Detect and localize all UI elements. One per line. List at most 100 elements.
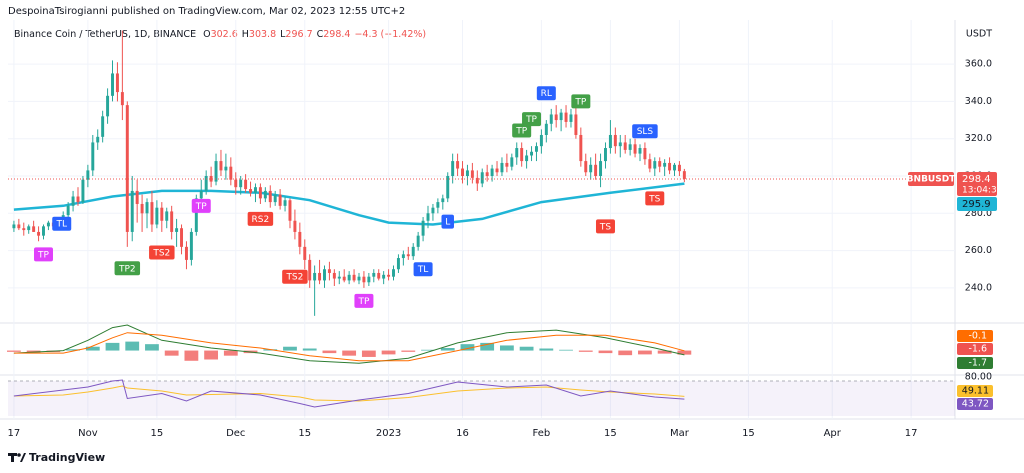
rsi-ma-line	[13, 385, 685, 402]
candle-body	[155, 207, 159, 225]
candle-body	[406, 254, 410, 257]
candle-body	[81, 179, 85, 203]
candle-body	[313, 272, 317, 281]
macd-histogram-bar	[618, 350, 633, 356]
candle-body	[160, 207, 164, 221]
macd-histogram-bar	[85, 346, 100, 351]
signal-label: TP	[574, 97, 586, 107]
moving-average	[13, 182, 685, 226]
candle-body	[416, 235, 420, 247]
candle-body	[470, 170, 474, 178]
signal-label: TL	[55, 220, 67, 230]
candle-body	[323, 269, 326, 281]
macd-histogram-bar	[184, 350, 199, 361]
rsi-band	[8, 381, 955, 416]
title: Binance Coin / TetherUS, 1D, BINANCE	[14, 29, 196, 40]
macd-histogram-bar	[204, 350, 219, 360]
candle-body	[71, 196, 75, 206]
candle-body	[352, 274, 356, 281]
macd-histogram-bar	[7, 350, 21, 352]
candle-body	[204, 176, 208, 191]
candle-body	[520, 148, 524, 162]
rsi-tag-bg	[957, 385, 993, 397]
y-tick-label: 320.0	[965, 133, 992, 144]
candle-body	[401, 254, 405, 259]
candle-body	[194, 198, 198, 232]
signal-badge	[114, 261, 141, 276]
symbol-tag-bg	[908, 171, 954, 186]
candle-body	[219, 161, 223, 171]
ma-tag: 295.9	[962, 199, 991, 210]
candle-body	[569, 114, 573, 122]
candle-body	[288, 200, 292, 221]
macd-histogram-bar	[638, 350, 652, 355]
candle-body	[120, 92, 124, 106]
signal-label: TP	[515, 127, 527, 137]
candle-body	[456, 161, 460, 169]
candle-body	[263, 190, 267, 199]
signal-label: RS2	[252, 215, 270, 225]
macd-histogram-bar	[223, 350, 238, 356]
ohlc-label: O	[203, 29, 210, 40]
signal-badge	[522, 112, 542, 127]
candle-body	[436, 202, 440, 208]
change: −4.3 (−1.42%)	[354, 29, 426, 40]
y-tick-label: 240.0	[965, 282, 992, 293]
candle-body	[451, 161, 455, 176]
candle-body	[682, 171, 686, 179]
y-tick-label: 280.0	[965, 208, 992, 219]
logo-part	[17, 453, 21, 457]
x-tick-label: Apr	[824, 428, 842, 439]
rsi-tag: 49.11	[962, 386, 989, 397]
candle-body	[608, 134, 612, 149]
signal-label: TS2	[285, 273, 303, 283]
candle-body	[673, 164, 676, 171]
candle-body	[392, 269, 395, 277]
rsi-line	[13, 379, 685, 408]
x-tick-label: 16	[456, 428, 469, 439]
macd-histogram-bar	[480, 342, 495, 351]
signal-badge	[247, 211, 274, 226]
candle-body	[184, 246, 188, 260]
macd-histogram-bar	[578, 350, 593, 352]
candle-body	[298, 231, 302, 247]
signal-badge	[595, 219, 615, 234]
candle-body	[357, 276, 361, 281]
candle-body	[589, 164, 593, 173]
candle-body	[130, 190, 134, 232]
macd-histogram-bar	[519, 346, 534, 351]
macd-histogram-bar	[66, 349, 80, 351]
candle-body	[175, 228, 179, 232]
macd-histogram-bar	[164, 350, 179, 356]
logo-part	[11, 453, 14, 462]
macd-tag-bg	[957, 343, 993, 355]
y-tick-label: 340.0	[965, 96, 992, 107]
x-tick-label: 15	[742, 428, 755, 439]
signal-label: TP	[525, 115, 537, 125]
macd-histogram-bar	[559, 349, 573, 351]
signal-label: TP	[195, 202, 207, 212]
candle-body	[239, 179, 243, 188]
candle-body	[253, 187, 257, 193]
candle-body	[66, 205, 70, 216]
candle-body	[461, 168, 464, 176]
macd-histogram-bar	[361, 350, 376, 357]
rsi-tag-bg	[957, 398, 993, 410]
candle-body	[17, 224, 21, 229]
x-tick-label: 15	[604, 428, 617, 439]
candle-body	[653, 161, 657, 169]
candle-body	[633, 144, 637, 154]
signal-badge	[191, 198, 211, 213]
macd-histogram-bar	[381, 350, 396, 355]
candle-body	[544, 123, 548, 135]
x-tick-label: 15	[151, 428, 164, 439]
macd-histogram-bar	[598, 350, 613, 354]
signal-badge	[512, 123, 532, 138]
price-tag: 298.4	[962, 174, 991, 185]
macd-histogram-bar	[421, 349, 435, 351]
ohlc-value: 296.7	[285, 29, 312, 40]
candle-body	[554, 114, 558, 121]
candle-body	[584, 161, 588, 173]
signal-badge	[536, 86, 556, 101]
